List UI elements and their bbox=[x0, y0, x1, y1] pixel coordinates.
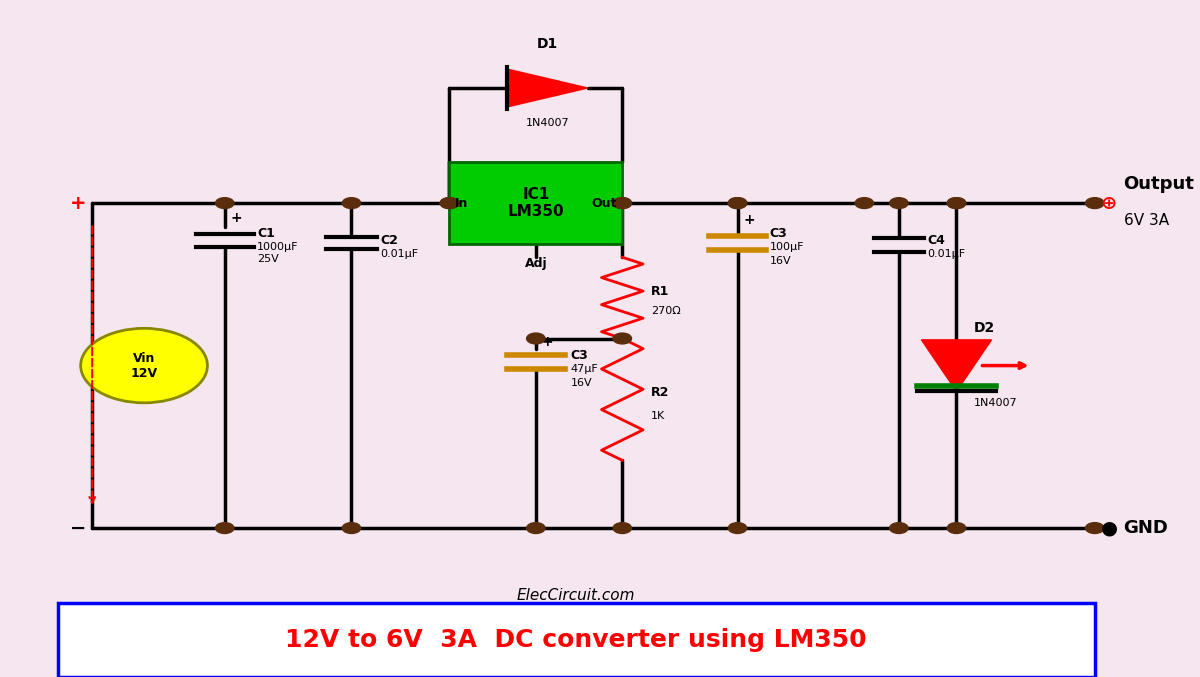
Text: GND: GND bbox=[1123, 519, 1169, 537]
Text: 47µF: 47µF bbox=[570, 364, 598, 374]
Text: In: In bbox=[455, 196, 468, 210]
FancyBboxPatch shape bbox=[450, 162, 623, 244]
Text: ⊕: ⊕ bbox=[1100, 194, 1117, 213]
Text: D1: D1 bbox=[536, 37, 558, 51]
Text: 1000µF: 1000µF bbox=[257, 242, 299, 252]
Circle shape bbox=[947, 198, 966, 209]
Text: 12V to 6V  3A  DC converter using LM350: 12V to 6V 3A DC converter using LM350 bbox=[286, 628, 866, 652]
Text: +: + bbox=[70, 194, 86, 213]
FancyBboxPatch shape bbox=[58, 603, 1094, 677]
Circle shape bbox=[613, 333, 631, 344]
Circle shape bbox=[216, 198, 234, 209]
Circle shape bbox=[440, 198, 458, 209]
Circle shape bbox=[947, 198, 966, 209]
Polygon shape bbox=[508, 69, 588, 107]
Text: 0.01µF: 0.01µF bbox=[928, 249, 966, 259]
Text: 16V: 16V bbox=[769, 256, 792, 265]
Text: Out: Out bbox=[592, 196, 617, 210]
Circle shape bbox=[889, 523, 908, 533]
Text: 1N4007: 1N4007 bbox=[526, 118, 569, 129]
Circle shape bbox=[728, 198, 746, 209]
Text: ElecCircuit.com: ElecCircuit.com bbox=[517, 588, 636, 603]
Text: R1: R1 bbox=[652, 284, 670, 298]
Circle shape bbox=[1086, 523, 1104, 533]
Circle shape bbox=[342, 523, 361, 533]
Text: D2: D2 bbox=[973, 322, 995, 335]
Text: +: + bbox=[541, 334, 553, 349]
Text: Output: Output bbox=[1123, 175, 1194, 193]
Text: 100µF: 100µF bbox=[769, 242, 804, 252]
Circle shape bbox=[527, 333, 545, 344]
Circle shape bbox=[728, 198, 746, 209]
Circle shape bbox=[342, 198, 361, 209]
Text: 6V 3A: 6V 3A bbox=[1123, 213, 1169, 228]
Text: R2: R2 bbox=[652, 386, 670, 399]
Polygon shape bbox=[922, 340, 991, 391]
Circle shape bbox=[1086, 198, 1104, 209]
Text: 270Ω: 270Ω bbox=[652, 307, 680, 316]
Text: C3: C3 bbox=[570, 349, 588, 362]
Text: 16V: 16V bbox=[570, 378, 592, 387]
Circle shape bbox=[440, 198, 458, 209]
Circle shape bbox=[728, 523, 746, 533]
Text: ●: ● bbox=[1100, 519, 1117, 538]
Circle shape bbox=[80, 328, 208, 403]
Text: C2: C2 bbox=[380, 234, 398, 247]
Text: C1: C1 bbox=[257, 227, 275, 240]
Text: C3: C3 bbox=[769, 227, 787, 240]
Text: IC1
LM350: IC1 LM350 bbox=[508, 187, 564, 219]
Circle shape bbox=[613, 198, 631, 209]
Text: +: + bbox=[230, 211, 242, 225]
Text: C4: C4 bbox=[928, 234, 946, 247]
Text: +: + bbox=[743, 213, 755, 227]
Text: Adj: Adj bbox=[524, 257, 547, 270]
Text: −: − bbox=[70, 519, 86, 538]
Circle shape bbox=[613, 523, 631, 533]
Circle shape bbox=[889, 198, 908, 209]
Circle shape bbox=[527, 523, 545, 533]
Text: 1K: 1K bbox=[652, 412, 665, 421]
Text: 0.01µF: 0.01µF bbox=[380, 249, 419, 259]
Circle shape bbox=[856, 198, 874, 209]
Circle shape bbox=[613, 198, 631, 209]
Circle shape bbox=[947, 523, 966, 533]
Text: 1N4007: 1N4007 bbox=[973, 398, 1018, 408]
Text: 25V: 25V bbox=[257, 254, 278, 263]
Circle shape bbox=[216, 523, 234, 533]
Text: Vin
12V: Vin 12V bbox=[131, 351, 157, 380]
